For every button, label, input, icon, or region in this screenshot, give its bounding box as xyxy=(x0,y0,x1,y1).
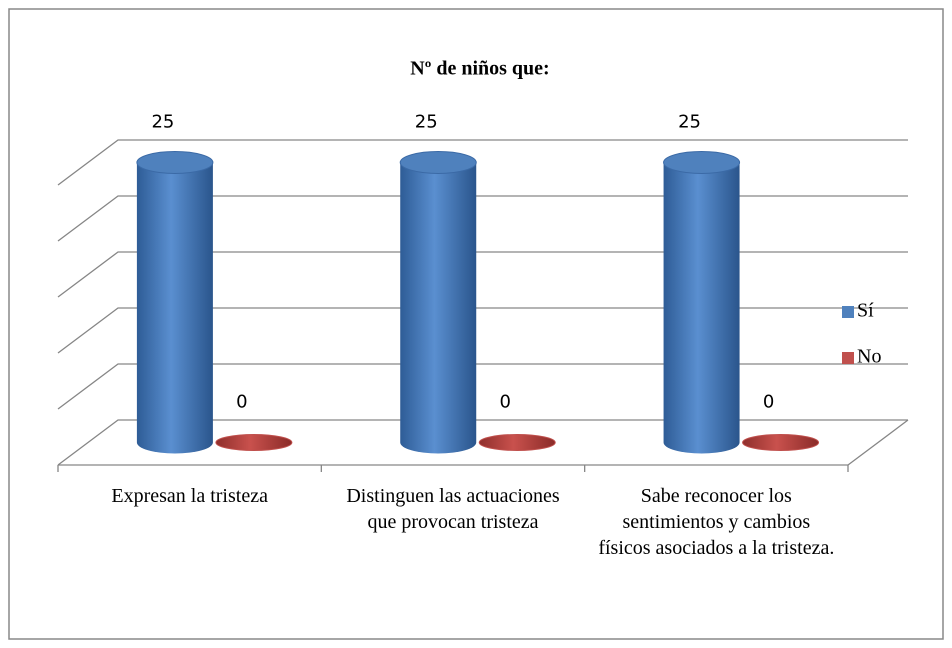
grid-line xyxy=(57,307,908,354)
cylinder-flat xyxy=(478,434,556,451)
grid-line xyxy=(57,363,908,410)
legend-label: Sí xyxy=(857,300,874,322)
frame-border xyxy=(8,8,944,640)
grid-line xyxy=(57,251,908,298)
cylinder xyxy=(136,162,213,454)
grid-line xyxy=(57,195,908,242)
grid-line xyxy=(57,139,908,186)
cylinder-flat xyxy=(742,434,820,451)
data-label: 25 xyxy=(415,112,438,133)
cylinder-top xyxy=(136,151,214,174)
cylinder xyxy=(663,162,740,454)
x-tick-label: Expresan la tristeza xyxy=(111,485,268,507)
cylinder xyxy=(400,162,477,454)
legend-swatch xyxy=(842,306,854,318)
data-label: 25 xyxy=(678,112,701,133)
cylinder-top xyxy=(663,151,741,174)
data-label: 25 xyxy=(151,112,174,133)
chart-title: Nº de niños que: xyxy=(410,58,549,80)
grid-line xyxy=(57,419,908,466)
cylinder-flat xyxy=(215,434,293,451)
legend-swatch xyxy=(842,352,854,364)
data-label: 0 xyxy=(500,392,511,413)
data-label: 0 xyxy=(236,392,247,413)
x-tick-label: Sabe reconocer los sentimientos y cambio… xyxy=(598,485,835,559)
cylinder-top xyxy=(399,151,477,174)
x-tick-label: Distinguen las actuaciones que provocan … xyxy=(346,485,560,533)
data-label: 0 xyxy=(763,392,774,413)
legend-label: No xyxy=(857,346,881,368)
